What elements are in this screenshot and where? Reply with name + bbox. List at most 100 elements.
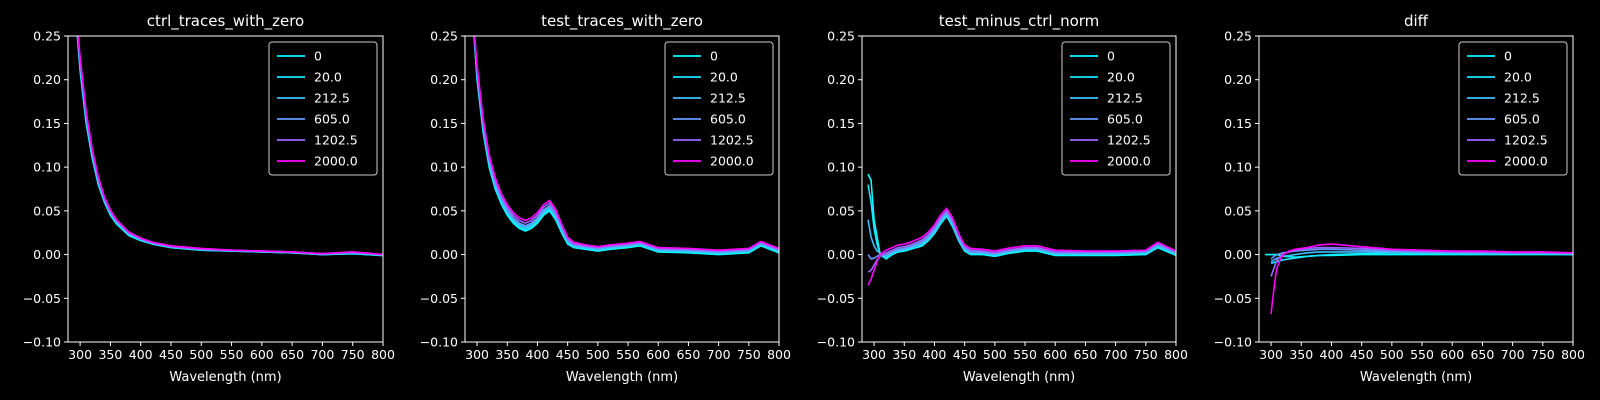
series-line-4 — [867, 210, 1176, 273]
x-tick-label: 300 — [862, 347, 886, 362]
legend-frame — [268, 41, 378, 176]
legend-frame — [1061, 41, 1171, 176]
x-tick-label: 450 — [556, 347, 580, 362]
x-tick-label: 350 — [98, 347, 122, 362]
series-line-0 — [1265, 253, 1573, 258]
series-line-4 — [1270, 246, 1573, 277]
x-tick-label: 650 — [280, 347, 304, 362]
series-group — [867, 173, 1176, 286]
x-tick-label: 350 — [892, 347, 916, 362]
y-tick-label: 0.10 — [430, 160, 458, 175]
x-tick-label: 450 — [159, 347, 183, 362]
y-tick-label: 0.15 — [827, 116, 855, 131]
axes-frame — [1258, 35, 1574, 343]
x-tick-label: 550 — [220, 347, 244, 362]
series-group — [473, 36, 779, 256]
legend-entry: 20.0 — [314, 70, 342, 85]
x-tick-label: 600 — [250, 347, 274, 362]
x-tick-label: 400 — [526, 347, 550, 362]
series-group — [1265, 243, 1573, 315]
y-tick-label: −0.10 — [1214, 335, 1252, 350]
x-axis-label: Wavelength (nm) — [566, 370, 678, 385]
y-tick-label: 0.20 — [430, 72, 458, 87]
legend-entry: 605.0 — [1107, 112, 1143, 127]
legend-entry: 605.0 — [314, 112, 350, 127]
legend-entry: 212.5 — [314, 91, 350, 106]
y-tick-label: 0.05 — [33, 203, 61, 218]
y-tick-label: 0.20 — [33, 72, 61, 87]
x-axis-label: Wavelength (nm) — [169, 370, 281, 385]
series-group — [76, 36, 383, 257]
series-line-1 — [867, 184, 1176, 259]
y-tick-label: 0.05 — [1224, 203, 1252, 218]
y-tick-label: 0.25 — [1224, 29, 1252, 44]
y-tick-label: −0.10 — [23, 335, 61, 350]
x-tick-label: 550 — [1013, 347, 1037, 362]
x-tick-label: 700 — [707, 347, 731, 362]
legend-entry: 0 — [314, 49, 322, 64]
y-tick-label: 0.25 — [827, 29, 855, 44]
legend: 0 20.0 212.5 605.0 1202.5 2000.0 — [268, 41, 378, 176]
chart-panel-1: 300 350 400 450 500 550 600 650 700 750 800 −0.10 −0… — [23, 12, 395, 385]
x-tick-label: 800 — [1164, 347, 1188, 362]
legend-entry: 1202.5 — [1504, 133, 1548, 148]
series-line-5 — [1270, 243, 1573, 315]
legend-entry: 212.5 — [710, 91, 746, 106]
y-tick-label: 0.15 — [33, 116, 61, 131]
y-tick-label: 0.10 — [33, 160, 61, 175]
legend: 0 20.0 212.5 605.0 1202.5 2000.0 — [664, 41, 774, 176]
legend-entry: 1202.5 — [710, 133, 754, 148]
legend-entry: 20.0 — [710, 70, 738, 85]
x-tick-label: 300 — [68, 347, 92, 362]
series-line-5 — [867, 207, 1176, 286]
chart-title: test_minus_ctrl_norm — [939, 12, 1100, 31]
y-tick-label: −0.10 — [817, 335, 855, 350]
x-tick-label: 600 — [646, 347, 670, 362]
x-tick-label: 500 — [983, 347, 1007, 362]
chart-title: diff — [1404, 12, 1429, 30]
legend-entry: 0 — [1107, 49, 1115, 64]
y-tick-label: 0.25 — [33, 29, 61, 44]
y-tick-label: 0.00 — [1224, 247, 1252, 262]
legend-entry: 1202.5 — [314, 133, 358, 148]
x-tick-label: 750 — [1531, 347, 1555, 362]
x-tick-label: 650 — [1470, 347, 1494, 362]
x-tick-label: 800 — [371, 347, 395, 362]
x-tick-label: 450 — [953, 347, 977, 362]
x-tick-label: 300 — [1259, 347, 1283, 362]
x-axis-label: Wavelength (nm) — [963, 370, 1075, 385]
y-tick-label: 0.15 — [1224, 116, 1252, 131]
x-tick-label: 600 — [1043, 347, 1067, 362]
x-tick-label: 400 — [1320, 347, 1344, 362]
y-tick-label: −0.05 — [1214, 291, 1252, 306]
x-tick-label: 500 — [189, 347, 213, 362]
x-tick-label: 400 — [129, 347, 153, 362]
y-tick-label: 0.05 — [827, 203, 855, 218]
y-tick-label: 0.00 — [827, 247, 855, 262]
series-line-3 — [473, 36, 779, 253]
legend-entry: 0 — [1504, 49, 1512, 64]
y-tick-label: −0.10 — [420, 335, 458, 350]
x-tick-label: 700 — [1501, 347, 1525, 362]
y-tick-label: 0.25 — [430, 29, 458, 44]
y-tick-label: 0.05 — [430, 203, 458, 218]
series-line-5 — [77, 36, 383, 256]
legend-entry: 2000.0 — [1504, 154, 1548, 169]
legend-frame — [1458, 41, 1568, 176]
y-tick-label: −0.05 — [420, 291, 458, 306]
y-tick-label: 0.10 — [1224, 160, 1252, 175]
y-tick-label: −0.05 — [817, 291, 855, 306]
chart-title: test_traces_with_zero — [541, 12, 703, 31]
x-tick-label: 350 — [495, 347, 519, 362]
series-line-3 — [867, 211, 1176, 260]
legend-entry: 2000.0 — [314, 154, 358, 169]
y-tick-label: 0.20 — [827, 72, 855, 87]
legend-entry: 2000.0 — [710, 154, 754, 169]
series-line-5 — [473, 36, 779, 251]
chart-panel-2: 300 350 400 450 500 550 600 650 700 750 800 −0.10 −0… — [420, 12, 791, 385]
series-line-4 — [473, 36, 779, 252]
x-tick-label: 700 — [310, 347, 334, 362]
x-tick-label: 500 — [1380, 347, 1404, 362]
